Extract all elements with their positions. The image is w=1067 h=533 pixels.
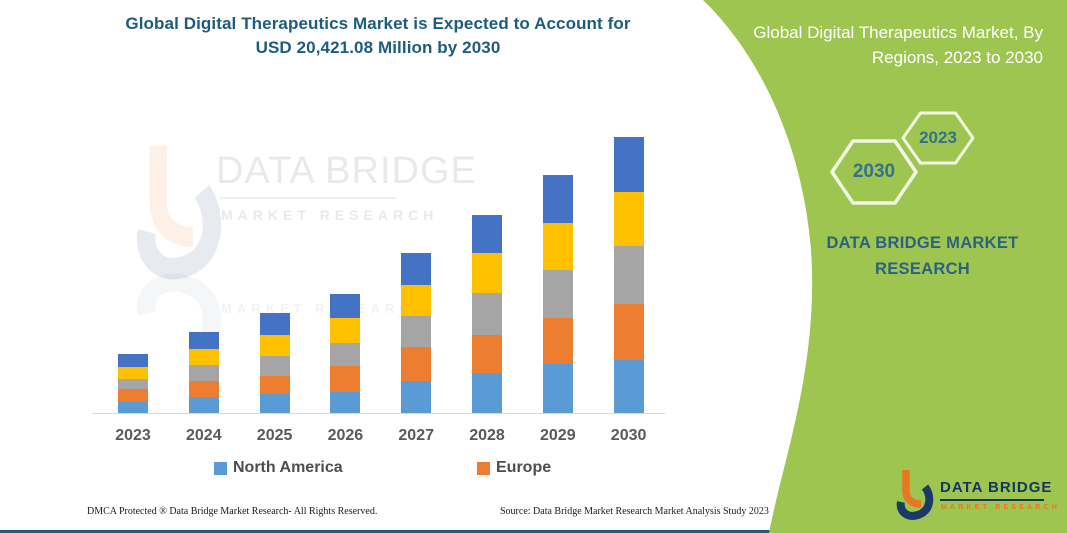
x-axis-label-2029: 2029	[540, 427, 576, 444]
bar-segment-unlabeled-gray	[259, 356, 290, 376]
bar-segment-unlabeled-yellow	[118, 367, 148, 379]
chart-title-line1: Global Digital Therapeutics Market is Ex…	[125, 14, 631, 33]
legend-swatch-europe	[477, 462, 490, 475]
bar-segment-Europe	[188, 381, 219, 397]
stacked-bar-2028	[472, 215, 502, 413]
bar-segment-Europe	[472, 335, 502, 373]
hexagon-2030	[830, 139, 918, 205]
hexagon-year-2023: 2023	[919, 128, 957, 147]
bar-segment-unlabeled-yellow	[613, 192, 644, 246]
panel-brand-line1: DATA BRIDGE MARKET	[826, 234, 1019, 252]
bar-segment-unlabeled-gray	[118, 379, 148, 389]
bar-segment-unlabeled-dark-blue	[330, 294, 361, 318]
stacked-bar-2030	[613, 137, 644, 413]
bar-segment-unlabeled-gray	[542, 270, 573, 318]
bar-segment-unlabeled-gray	[401, 316, 432, 347]
bar-segment-North America	[330, 392, 361, 413]
bar-segment-unlabeled-yellow	[259, 335, 290, 356]
panel-title-line2: Regions, 2023 to 2030	[871, 48, 1043, 67]
bar-segment-North America	[542, 364, 573, 413]
x-axis-label-2028: 2028	[469, 427, 505, 444]
stacked-bar-2029	[542, 175, 573, 413]
stacked-bar-2026	[330, 294, 361, 413]
x-axis-label-2025: 2025	[256, 427, 293, 444]
x-axis-label-2026: 2026	[327, 427, 364, 444]
panel-brand-line2: RESEARCH	[875, 260, 970, 278]
bar-segment-unlabeled-yellow	[188, 349, 219, 365]
stacked-bar-2024	[188, 332, 219, 413]
hexagon-2023	[901, 111, 975, 165]
logo-underline	[940, 499, 1044, 501]
bar-segment-unlabeled-dark-blue	[401, 253, 432, 285]
bar-segment-Europe	[259, 376, 290, 394]
bar-segment-unlabeled-dark-blue	[472, 215, 502, 253]
bar-segment-unlabeled-yellow	[542, 223, 573, 270]
bar-segment-Europe	[542, 318, 573, 364]
bar-segment-North America	[188, 397, 219, 413]
bar-segment-North America	[472, 373, 502, 413]
bar-segment-Europe	[330, 366, 361, 392]
stacked-bar-2027	[401, 253, 432, 413]
x-axis-label-2023: 2023	[115, 427, 151, 444]
bar-segment-Europe	[401, 347, 432, 381]
bar-segment-North America	[259, 394, 290, 413]
chart-title-line2: USD 20,421.08 Million by 2030	[255, 38, 501, 57]
logo-subtitle-text: MARKET RESEARCH	[941, 504, 1061, 511]
legend-label-europe: Europe	[496, 459, 552, 476]
chart-title: Global Digital Therapeutics Market is Ex…	[58, 12, 698, 60]
bar-segment-unlabeled-dark-blue	[188, 332, 219, 349]
bottom-accent-strip	[0, 530, 780, 533]
bar-segment-North America	[401, 381, 432, 413]
data-bridge-logo-icon	[896, 470, 934, 520]
legend-swatch-north-america	[214, 462, 227, 475]
x-axis-label-2024: 2024	[186, 427, 222, 444]
bar-segment-unlabeled-dark-blue	[542, 175, 573, 223]
stacked-bar-2023	[118, 354, 148, 413]
bar-segment-unlabeled-yellow	[401, 285, 432, 316]
legend-label-north-america: North America	[233, 459, 343, 476]
panel-title-line1: Global Digital Therapeutics Market, By	[753, 23, 1043, 42]
bar-segment-Europe	[613, 304, 644, 360]
bar-segment-unlabeled-gray	[472, 293, 502, 335]
footer-source-text: Source: Data Bridge Market Research Mark…	[500, 506, 769, 517]
bar-segment-North America	[118, 402, 148, 413]
bar-segment-unlabeled-gray	[188, 365, 219, 381]
bar-segment-unlabeled-gray	[613, 246, 644, 304]
hexagon-year-2030: 2030	[852, 161, 896, 182]
stacked-bar-2025	[259, 313, 290, 413]
bar-segment-unlabeled-dark-blue	[118, 354, 148, 367]
x-axis-label-2027: 2027	[398, 427, 434, 444]
bar-segment-North America	[613, 360, 644, 413]
bar-segment-unlabeled-yellow	[472, 253, 502, 293]
logo-title-text: DATA BRIDGE	[940, 479, 1053, 496]
x-axis-label-2030: 2030	[610, 427, 647, 444]
bar-segment-unlabeled-dark-blue	[613, 137, 644, 192]
x-axis-line	[92, 413, 665, 414]
green-panel-shape	[703, 0, 1067, 533]
bar-segment-Europe	[118, 389, 148, 402]
bar-segment-unlabeled-gray	[330, 343, 361, 366]
bar-segment-unlabeled-yellow	[330, 318, 361, 343]
panel-title: Global Digital Therapeutics Market, By R…	[738, 20, 1043, 70]
footer-dmca-text: DMCA Protected ® Data Bridge Market Rese…	[87, 506, 378, 517]
panel-brand-text: DATA BRIDGE MARKET RESEARCH	[810, 230, 1035, 282]
bar-segment-unlabeled-dark-blue	[259, 313, 290, 335]
